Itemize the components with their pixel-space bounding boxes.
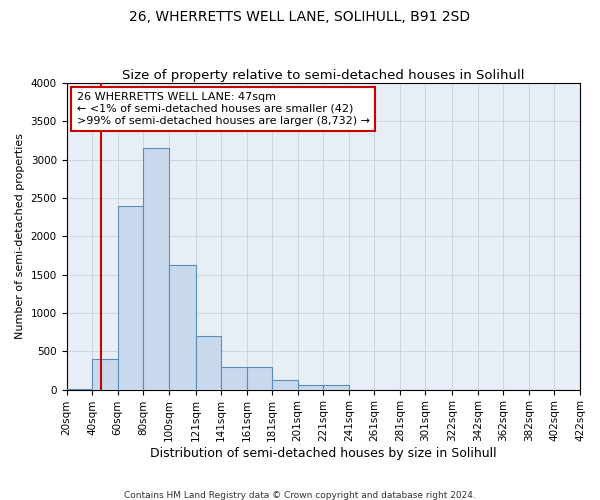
Bar <box>221 366 247 390</box>
Text: 26 WHERRETTS WELL LANE: 47sqm
← <1% of semi-detached houses are smaller (42)
>99: 26 WHERRETTS WELL LANE: 47sqm ← <1% of s… <box>77 92 370 126</box>
Bar <box>92 360 118 390</box>
Bar <box>143 148 169 390</box>
Y-axis label: Number of semi-detached properties: Number of semi-detached properties <box>15 134 25 340</box>
Text: 26, WHERRETTS WELL LANE, SOLIHULL, B91 2SD: 26, WHERRETTS WELL LANE, SOLIHULL, B91 2… <box>130 10 470 24</box>
Bar <box>118 206 143 390</box>
Bar <box>196 336 221 390</box>
Bar <box>247 366 272 390</box>
Bar <box>298 385 323 390</box>
Text: Contains HM Land Registry data © Crown copyright and database right 2024.: Contains HM Land Registry data © Crown c… <box>124 490 476 500</box>
Bar <box>323 386 349 390</box>
X-axis label: Distribution of semi-detached houses by size in Solihull: Distribution of semi-detached houses by … <box>150 447 497 460</box>
Bar <box>169 265 196 390</box>
Bar <box>272 380 298 390</box>
Title: Size of property relative to semi-detached houses in Solihull: Size of property relative to semi-detach… <box>122 69 524 82</box>
